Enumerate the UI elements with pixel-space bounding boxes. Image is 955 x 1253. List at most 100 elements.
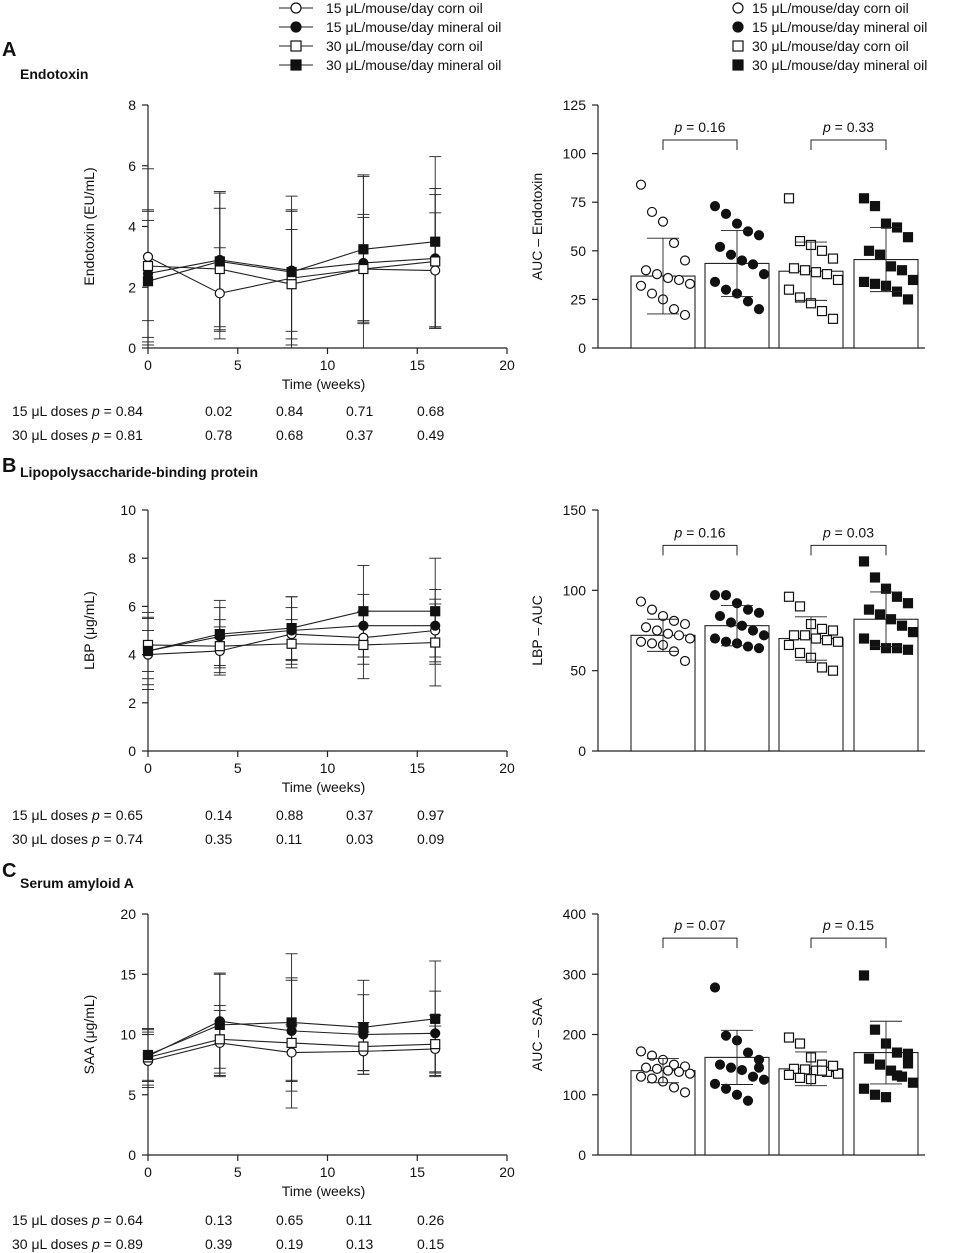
- y-tick-label: 50: [570, 243, 586, 259]
- x-tick-label: 15: [409, 1164, 425, 1180]
- y-tick-label: 2: [128, 279, 136, 295]
- y-tick-label: 100: [563, 582, 587, 598]
- y-tick-label: 5: [128, 1087, 136, 1103]
- data-point: [358, 1022, 369, 1033]
- data-point: [635, 636, 647, 647]
- data-point: [646, 1050, 658, 1061]
- data-point: [874, 249, 886, 260]
- data-point: [902, 644, 914, 655]
- p-value-table-c: 15 μL doses p = 0.64 0.13 0.65 0.11 0.26…: [12, 1212, 444, 1252]
- panel-letter: A: [2, 39, 16, 61]
- p-value: 0.11: [276, 831, 302, 847]
- data-point: [827, 665, 839, 676]
- data-point: [286, 1047, 297, 1058]
- data-point: [880, 1092, 892, 1103]
- data-point: [810, 267, 822, 278]
- legend-right: 15 μL/mouse/day corn oil 15 μL/mouse/day…: [732, 0, 927, 73]
- y-tick-label: 150: [563, 502, 587, 518]
- data-point: [286, 279, 297, 290]
- y-axis-label: AUC – Endotoxin: [529, 173, 545, 280]
- data-point: [827, 253, 839, 264]
- significance-bracket: [662, 937, 738, 949]
- p-value-table-b: 15 μL doses p = 0.65 0.14 0.88 0.37 0.97…: [12, 807, 444, 847]
- data-point: [869, 572, 881, 583]
- data-point: [430, 256, 441, 267]
- y-axis-label: LBP (μg/mL): [81, 591, 97, 670]
- y-axis-label: SAA (μg/mL): [81, 995, 97, 1075]
- significance-bracket: [662, 139, 738, 150]
- data-point: [794, 1072, 806, 1083]
- data-point: [358, 1041, 369, 1052]
- legend-left-item: 30 μL/mouse/day corn oil: [279, 38, 483, 54]
- y-tick-label: 10: [120, 1027, 136, 1043]
- data-point: [673, 274, 685, 286]
- data-point: [142, 260, 154, 272]
- data-point: [214, 256, 225, 267]
- data-point: [869, 278, 881, 289]
- legend-label: 15 μL/mouse/day mineral oil: [326, 19, 501, 35]
- y-axis-label: Endotoxin (EU/mL): [81, 167, 97, 285]
- data-point: [742, 296, 754, 307]
- legend-label: 30 μL/mouse/day mineral oil: [752, 57, 927, 73]
- legend-marker-square-open-icon: [290, 40, 302, 52]
- x-tick-label: 0: [144, 760, 152, 776]
- legend-right-item: 15 μL/mouse/day mineral oil: [732, 19, 927, 35]
- data-point: [651, 269, 663, 280]
- y-tick-label: 100: [563, 146, 587, 162]
- legend-label: 15 μL/mouse/day corn oil: [752, 0, 909, 16]
- legend-marker-square-open-icon: [732, 40, 744, 52]
- p-value-label: p = 0.33: [822, 119, 874, 135]
- p-value: 0.78: [205, 427, 232, 443]
- data-point: [358, 620, 369, 631]
- data-point: [747, 259, 759, 270]
- data-point: [816, 662, 828, 673]
- data-point: [783, 591, 795, 602]
- legend-left-item: 15 μL/mouse/day mineral oil: [279, 19, 501, 35]
- data-point: [430, 265, 441, 276]
- data-point: [709, 200, 721, 212]
- legend-label: 15 μL/mouse/day mineral oil: [752, 19, 927, 35]
- data-point: [902, 598, 914, 609]
- data-point: [896, 620, 908, 631]
- data-point: [286, 622, 297, 634]
- data-point: [430, 1028, 441, 1039]
- y-tick-label: 0: [578, 340, 586, 356]
- data-point: [725, 249, 737, 260]
- p-value: 0.14: [205, 807, 232, 823]
- p-row-label: 15 μL doses p = 0.84: [12, 403, 143, 419]
- data-point: [646, 1073, 658, 1084]
- y-tick-label: 8: [128, 550, 136, 566]
- p-value: 0.11: [346, 1212, 372, 1228]
- legend-right-item: 15 μL/mouse/day corn oil: [732, 0, 909, 16]
- data-point: [816, 305, 828, 317]
- data-point: [657, 216, 669, 227]
- data-point: [794, 235, 806, 247]
- panel-letter: C: [2, 860, 16, 882]
- data-point: [858, 633, 870, 644]
- p-value: 0.65: [276, 1212, 303, 1228]
- data-point: [902, 294, 914, 305]
- data-point: [635, 280, 647, 291]
- data-point: [679, 618, 691, 630]
- data-point: [214, 1019, 225, 1030]
- data-point: [646, 604, 658, 615]
- data-point: [673, 1066, 685, 1077]
- data-point: [720, 636, 732, 647]
- data-point: [679, 1087, 691, 1098]
- y-tick-label: 25: [570, 291, 586, 307]
- significance-bracket: [662, 544, 738, 556]
- data-point: [742, 226, 754, 237]
- p-value: 0.71: [346, 403, 373, 419]
- y-tick-label: 200: [563, 1027, 587, 1043]
- data-point: [214, 641, 225, 652]
- p-row-label: 30 μL doses p = 0.89: [12, 1236, 143, 1252]
- y-tick-label: 0: [128, 1147, 136, 1163]
- legend-label: 30 μL/mouse/day corn oil: [326, 38, 483, 54]
- legend-label: 15 μL/mouse/day corn oil: [326, 0, 483, 16]
- data-point: [758, 269, 770, 280]
- data-point: [742, 604, 754, 615]
- p-value: 0.68: [417, 403, 444, 419]
- data-point: [709, 590, 721, 601]
- data-point: [816, 245, 828, 256]
- data-point: [827, 313, 839, 324]
